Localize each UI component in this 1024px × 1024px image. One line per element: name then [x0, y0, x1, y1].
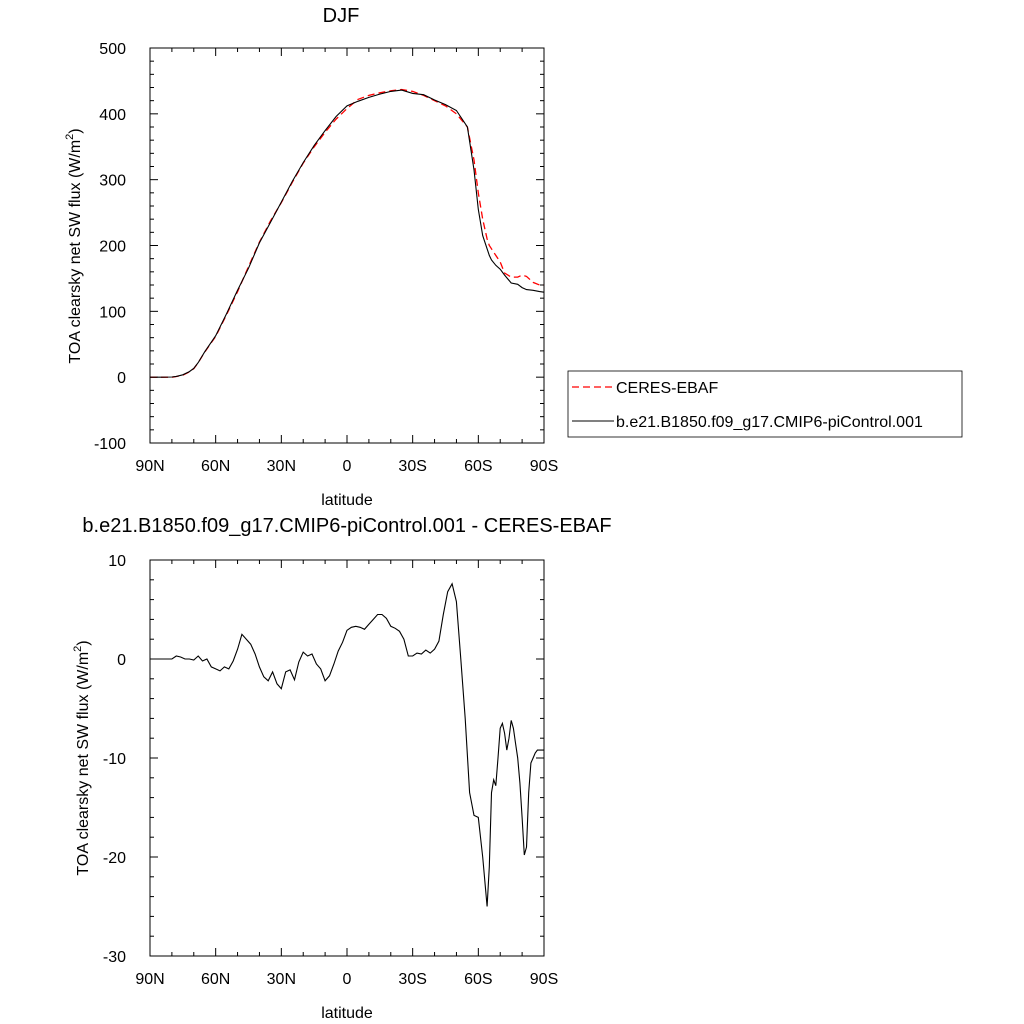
bottom-panel-y-tick-label: 10: [108, 553, 126, 570]
bottom-panel-series: [150, 582, 544, 907]
top-panel-y-axis-label: TOA clearsky net SW flux (W/m2): [64, 128, 84, 363]
top-panel-y-axis-label-close: ): [67, 128, 84, 133]
top-panel-title: DJF: [323, 5, 360, 27]
top-panel-x-tick-label: 30S: [398, 458, 426, 475]
top-panel-y-tick-label: 500: [99, 41, 126, 58]
top-panel-series: [150, 88, 545, 378]
bottom-panel-y-tick-label: -20: [103, 850, 126, 867]
top-panel-y-tick-label: 100: [99, 304, 126, 321]
top-panel-y-tick-label: 300: [99, 173, 126, 190]
bottom-panel-frame: [149, 559, 545, 957]
bottom-panel-x-tick-label: 0: [343, 971, 352, 988]
bottom-panel-title: b.e21.B1850.f09_g17.CMIP6-piControl.001 …: [82, 515, 611, 537]
bottom-panel-x-tick-label: 60N: [201, 971, 230, 988]
top-panel-frame: [149, 47, 545, 444]
bottom-panel-x-tick-label: 30N: [267, 971, 296, 988]
bottom-panel-y-tick-label: -10: [103, 751, 126, 768]
bottom-panel-y-axis-label-close: ): [75, 640, 92, 645]
bottom-panel-y-axis-label-sup: 2: [72, 646, 84, 652]
top-panel-series-line-1: [150, 89, 545, 378]
top-panel-x-tick-label: 90S: [530, 458, 558, 475]
bottom-panel-series-line-0: [150, 582, 544, 907]
top-panel-x-tick-label: 60S: [464, 458, 492, 475]
bottom-panel: b.e21.B1850.f09_g17.CMIP6-piControl.001 …: [72, 515, 612, 1022]
top-panel-y-axis-label-sup: 2: [64, 134, 76, 140]
bottom-panel-x-tick-label: 90N: [135, 971, 164, 988]
top-panel: DJF 90N 60N 30N 0 30S 60S 90S -100 0 100 200 300 400…: [64, 5, 963, 509]
bottom-panel-y-axis-label-main: TOA clearsky net SW flux (W/m: [75, 652, 92, 876]
top-panel-ticks: 90N 60N 30N 0 30S 60S 90S -100 0 100 200 300 400 500: [94, 41, 558, 475]
legend-label-ceres: CERES-EBAF: [616, 380, 718, 397]
top-panel-y-tick-label: 200: [99, 239, 126, 256]
top-panel-y-tick-label: 0: [117, 370, 126, 387]
bottom-panel-y-tick-label: -30: [103, 949, 126, 966]
bottom-panel-x-tick-label: 60S: [464, 971, 492, 988]
bottom-panel-ticks: 90N 60N 30N 0 30S 60S 90S -30 -20 -10 0 10: [103, 553, 558, 988]
top-panel-x-tick-label: 60N: [201, 458, 230, 475]
legend: CERES-EBAF b.e21.B1850.f09_g17.CMIP6-piC…: [567, 370, 963, 438]
top-panel-y-axis-label-main: TOA clearsky net SW flux (W/m: [67, 140, 84, 364]
top-panel-x-axis-label: latitude: [321, 492, 373, 509]
top-panel-series-line-0: [150, 88, 544, 378]
top-panel-x-tick-label: 90N: [135, 458, 164, 475]
top-panel-y-tick-label: -100: [94, 436, 126, 453]
top-panel-y-tick-label: 400: [99, 107, 126, 124]
bottom-panel-x-tick-label: 30S: [398, 971, 426, 988]
legend-box: [567, 370, 963, 438]
bottom-panel-x-axis-label: latitude: [321, 1005, 373, 1022]
bottom-panel-y-axis-label: TOA clearsky net SW flux (W/m2): [72, 640, 92, 875]
top-panel-x-tick-label: 0: [343, 458, 352, 475]
top-panel-x-tick-label: 30N: [267, 458, 296, 475]
bottom-panel-y-tick-label: 0: [117, 652, 126, 669]
legend-label-model: b.e21.B1850.f09_g17.CMIP6-piControl.001: [616, 414, 923, 431]
bottom-panel-x-tick-label: 90S: [530, 971, 558, 988]
